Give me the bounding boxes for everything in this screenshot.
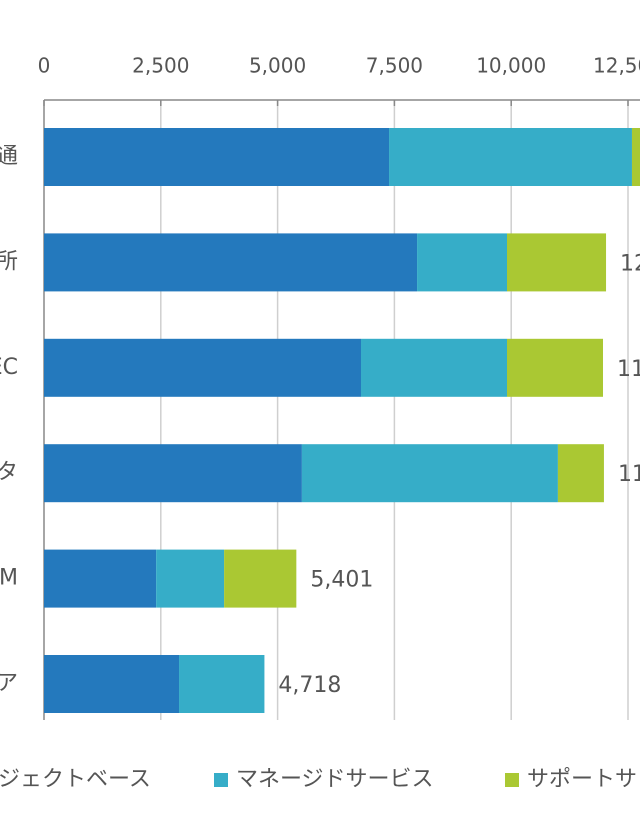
- legend-label: サポートサ: [527, 767, 637, 792]
- bar-segment: [44, 549, 157, 608]
- total-label: 5,401: [310, 568, 373, 593]
- x-tick-label: 2,500: [132, 54, 189, 78]
- bar-segment: [360, 338, 507, 397]
- bar-segment: [44, 444, 302, 503]
- bar-segment: [557, 444, 604, 503]
- bar-segment: [506, 338, 604, 397]
- bar-segment: [179, 655, 265, 713]
- category-label: 通: [0, 144, 18, 169]
- x-tick-label: 12,500: [593, 54, 640, 78]
- total-label: 11,985: [618, 462, 640, 487]
- category-label: ア: [0, 671, 18, 696]
- category-label: EC: [0, 355, 18, 380]
- bar-segment: [417, 233, 507, 292]
- bar-segment: [44, 128, 390, 186]
- legend-swatch: [505, 773, 519, 787]
- bar-segment: [44, 655, 180, 713]
- legend-label: マネージドサービス: [236, 767, 434, 792]
- bar-segment: [389, 128, 632, 186]
- total-label: 12,030: [620, 251, 640, 276]
- x-tick-label: 10,000: [476, 54, 546, 78]
- total-label: 4,718: [278, 673, 341, 698]
- x-tick-label: 7,500: [366, 54, 423, 78]
- x-tick-label: 5,000: [249, 54, 306, 78]
- bar-segment: [631, 128, 640, 186]
- x-tick-label: 0: [38, 54, 51, 78]
- bar-segment: [506, 233, 607, 292]
- category-label: M: [0, 566, 18, 591]
- total-label: 11,965: [617, 357, 640, 382]
- legend-swatch: [214, 773, 228, 787]
- bar-segment: [224, 549, 297, 608]
- bar-segment: [156, 549, 225, 608]
- category-label: タ: [0, 460, 18, 485]
- bar-segment: [44, 233, 418, 292]
- bar-segment: [301, 444, 558, 503]
- category-label: 所: [0, 249, 18, 274]
- bar-segment: [44, 338, 361, 397]
- legend-label: ジェクトベース: [0, 767, 151, 792]
